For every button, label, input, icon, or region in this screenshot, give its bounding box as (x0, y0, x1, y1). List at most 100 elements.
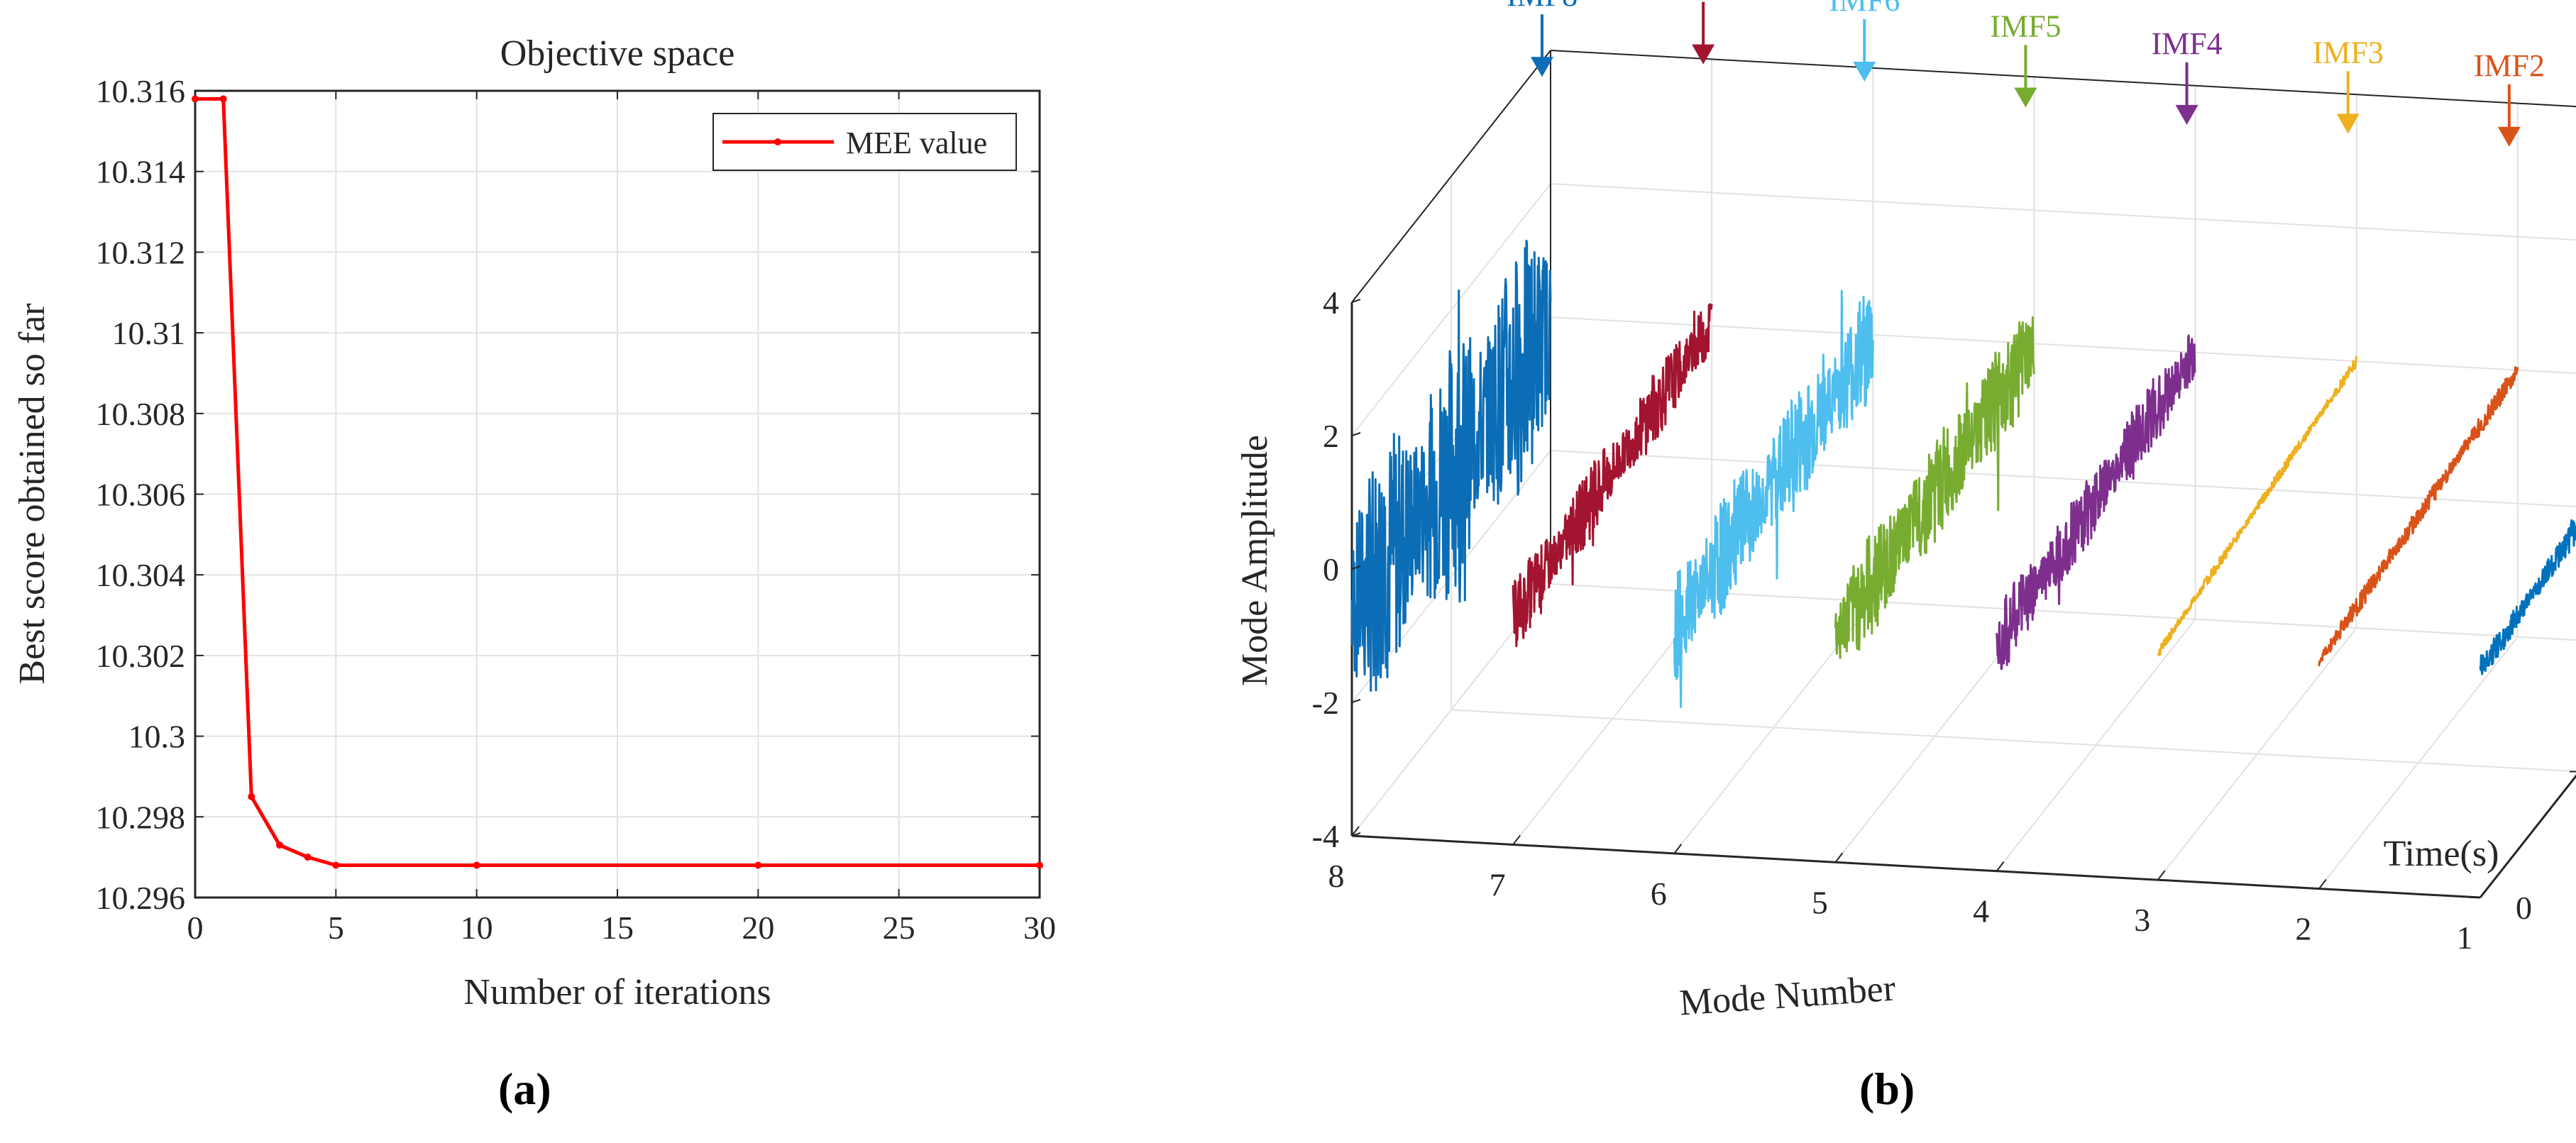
panel-b-imf-label: IMF6 (1829, 0, 1900, 18)
panel-a-x-tick-label: 10 (461, 910, 493, 946)
panel-a-data-point (192, 95, 199, 103)
panel-a-data-point (304, 854, 312, 861)
panel-a-y-tick-label: 10.306 (96, 477, 186, 513)
panel-b-imf-label: IMF5 (1990, 9, 2061, 43)
panel-a-data-point (473, 861, 480, 869)
panel-b-box-edge (1351, 50, 1551, 303)
panel-a-y-tick-label: 10.304 (96, 557, 186, 593)
panel-b-x-tick-label: 4 (1973, 893, 1989, 929)
panel-b-imf-labels: IMF8IMF7IMF6IMF5IMF4IMF3IMF2IMF1 (1507, 0, 2545, 147)
panel-b-z-tick-label: 0 (1323, 551, 1339, 587)
panel-b-z-tick-label: -4 (1312, 818, 1339, 854)
panel-b-imf-arrowhead (1853, 62, 1876, 82)
panel-b-imf-signal (1350, 239, 1552, 692)
panel-a-x-tick-label: 25 (883, 910, 915, 946)
panel-b-x-tick-label: 6 (1651, 876, 1667, 912)
panel-b-x-tick (1512, 834, 1521, 846)
panel-a-y-tick-label: 10.308 (96, 396, 186, 432)
panel-a-data-point (1036, 861, 1043, 869)
panel-b-caption: (b) (1859, 1064, 1915, 1114)
panel-a-y-tick-label: 10.314 (96, 154, 186, 190)
panel-b-z-tick (1351, 565, 1361, 570)
panel-b-y-axis (2479, 774, 2576, 898)
panel-a-y-tick-label: 10.316 (96, 73, 186, 109)
panel-b-z-tick-label: 4 (1323, 285, 1339, 321)
panel-b-imf-label: IMF2 (2474, 48, 2545, 83)
panel-b-imf-signal (1673, 289, 1874, 708)
panel-b-z-tick-label: 2 (1323, 418, 1339, 454)
panel-a-data-point (276, 841, 283, 849)
panel-a-y-tick-label: 10.296 (96, 880, 186, 916)
panel-a-y-tick-label: 10.31 (112, 315, 186, 351)
panel-b-x-tick-label: 2 (2295, 911, 2311, 947)
panel-a-ticks: 0 5 10 15 20 25 30 10.296 10.298 10.3 10.302 10.304… (96, 73, 1057, 946)
panel-b-x-axis-label: Mode Number (1678, 968, 1897, 1023)
panel-a-y-tick-label: 10.298 (96, 799, 186, 835)
panel-a-series (192, 95, 1043, 869)
panel-b-imf-signal (1512, 303, 1713, 648)
panel-b-3d-waterfall-chart: 420-2-48765432100.20.4 IMF8IMF7IMF6IMF5I… (1235, 0, 2576, 1024)
panel-a-y-tick-label: 10.302 (96, 638, 186, 674)
panel-b-imf-signal (2479, 519, 2576, 675)
panel-a-x-tick-label: 15 (601, 910, 634, 946)
panel-a-gridlines (194, 90, 1040, 898)
panel-b-imf-label: IMF8 (1507, 0, 1578, 13)
panel-a-data-point (248, 793, 255, 800)
panel-a-legend-label: MEE value (846, 126, 987, 160)
panel-b-imf-label: IMF7 (1668, 0, 1739, 1)
panel-b-x-tick (1351, 826, 1360, 836)
panel-a-data-point (754, 861, 762, 869)
panel-b-series (1350, 239, 2576, 708)
panel-b-x-tick (1834, 852, 1844, 863)
panel-b-back-wall-gridline (1550, 183, 2576, 241)
panel-b-imf-arrowhead (1531, 57, 1553, 77)
panel-b-z-tick (1351, 699, 1361, 703)
panel-b-x-tick-label: 1 (2457, 920, 2473, 956)
panel-b-ticks: 420-2-48765432100.20.4 (1312, 285, 2576, 956)
panel-b-imf-signal (2157, 355, 2358, 657)
panel-b-z-tick-label: -2 (1312, 685, 1339, 721)
panel-b-x-tick-label: 7 (1490, 866, 1506, 902)
panel-b-imf-arrowhead (2336, 114, 2360, 134)
panel-b-imf-arrowhead (1692, 44, 1715, 65)
panel-b-imf-label: IMF3 (2313, 35, 2384, 70)
panel-a-legend: MEE value (712, 113, 1017, 171)
panel-b-imf-signal (1996, 334, 2196, 670)
panel-b-y-tick-label: 0 (2516, 890, 2532, 926)
panel-a-title: Objective space (500, 33, 735, 74)
panel-b-z-axis-label: Mode Amplitude (1235, 435, 1275, 686)
panel-b-x-tick-label: 3 (2134, 902, 2150, 938)
panel-a-x-tick-label: 20 (742, 910, 774, 946)
panel-a-legend-marker (774, 138, 781, 145)
panel-b-x-tick-label: 5 (1812, 884, 1828, 920)
panel-b-y-axis-label: Time(s) (2384, 834, 2499, 874)
panel-a-caption: (a) (498, 1064, 551, 1114)
panel-b-x-tick-label: 8 (1328, 858, 1345, 894)
panel-b-z-tick (1351, 299, 1361, 303)
panel-b-z-tick (1351, 432, 1361, 436)
panel-b-floor-gridline (1550, 583, 2576, 641)
panel-b-x-tick (1996, 861, 2005, 872)
panel-b-x-tick (2157, 870, 2166, 880)
panel-a-y-axis-label: Best score obtained so far (12, 303, 53, 684)
panel-b-imf-arrowhead (2175, 104, 2198, 125)
panel-b-imf-label: IMF4 (2151, 26, 2222, 61)
panel-a-y-tick-label: 10.3 (128, 719, 186, 755)
panel-b-imf-arrowhead (2014, 87, 2037, 108)
panel-b-floor-gridline (1451, 709, 2576, 773)
panel-a-data-point (332, 861, 340, 869)
panel-b-imf-arrowhead (2497, 126, 2521, 147)
panel-b-back-wall-gridline (1550, 316, 2576, 375)
panel-b-x-tick (1673, 844, 1683, 854)
panel-b-x-tick (2318, 878, 2327, 890)
panel-b-x-axis (1351, 834, 2481, 899)
panel-a-line-chart: 0 5 10 15 20 25 30 10.296 10.298 10.3 10.302 10.304… (12, 33, 1056, 1012)
panel-a-y-tick-label: 10.312 (96, 234, 186, 270)
panel-b-imf-signal (2318, 366, 2519, 667)
panel-a-x-tick-label: 0 (187, 910, 204, 946)
panel-b-z-tick (1351, 832, 1361, 836)
panel-a-x-tick-label: 30 (1023, 910, 1056, 946)
panel-a-x-axis-label: Number of iterations (463, 972, 771, 1012)
panel-a-x-tick-label: 5 (328, 910, 344, 946)
